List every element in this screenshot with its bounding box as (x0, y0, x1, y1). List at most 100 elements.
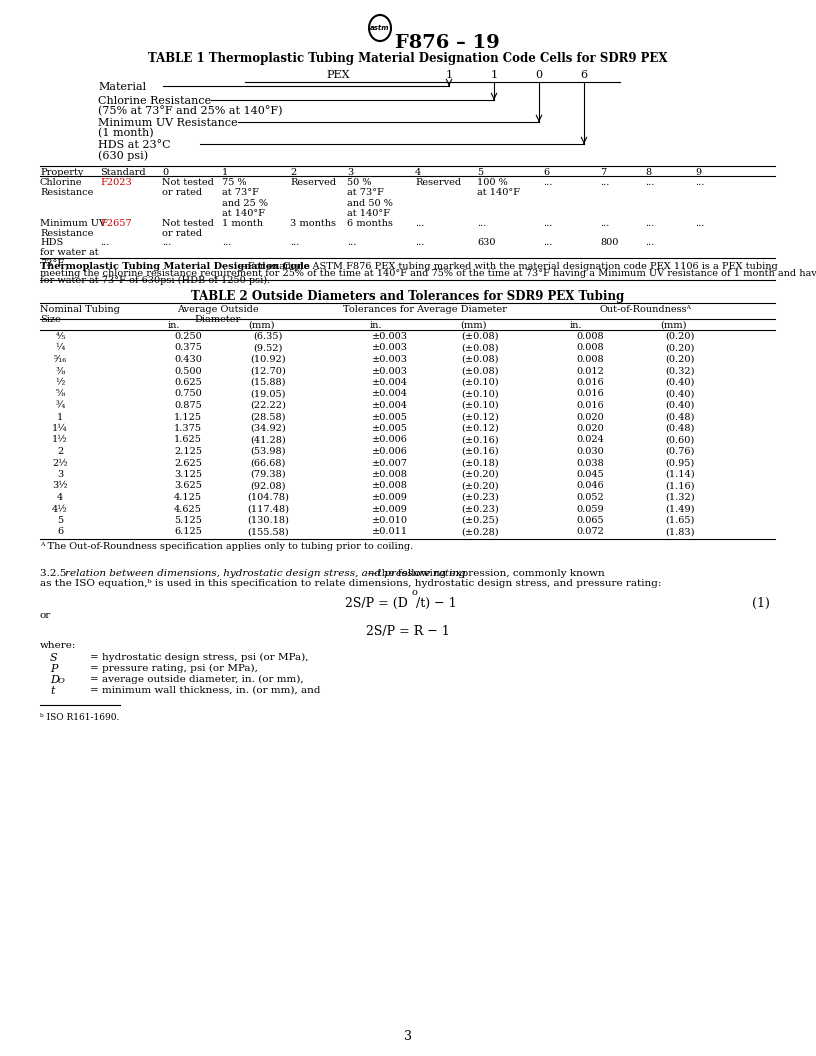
Text: 0.072: 0.072 (576, 528, 604, 536)
Text: 0.375: 0.375 (174, 343, 202, 353)
Text: (19.05): (19.05) (251, 390, 286, 398)
Text: 5: 5 (477, 168, 483, 177)
Text: 9: 9 (695, 168, 701, 177)
Text: 0.016: 0.016 (576, 390, 604, 398)
Text: (mm): (mm) (248, 321, 274, 329)
Text: as the ISO equation,ᵇ is used in this specification to relate dimensions, hydros: as the ISO equation,ᵇ is used in this sp… (40, 579, 662, 588)
Text: 1: 1 (490, 70, 498, 80)
Text: (1.16): (1.16) (665, 482, 694, 490)
Text: 1½: 1½ (52, 435, 68, 445)
Text: Minimum UV Resistance: Minimum UV Resistance (98, 118, 237, 128)
Text: (130.18): (130.18) (247, 516, 289, 525)
Text: (±0.20): (±0.20) (461, 470, 499, 479)
Text: relation between dimensions, hydrostatic design stress, and pressure rating: relation between dimensions, hydrostatic… (65, 569, 466, 578)
Text: 0: 0 (535, 70, 543, 80)
Text: 1: 1 (57, 413, 63, 421)
Text: (0.40): (0.40) (665, 378, 694, 386)
Text: (1.65): (1.65) (665, 516, 694, 525)
Text: 0.250: 0.250 (174, 332, 202, 341)
Text: 0.038: 0.038 (576, 458, 604, 468)
Text: (9.52): (9.52) (253, 343, 282, 353)
Text: ±0.004: ±0.004 (372, 390, 408, 398)
Text: 3 months: 3 months (290, 219, 336, 228)
Text: 2½: 2½ (52, 458, 68, 468)
Text: 3.2.5: 3.2.5 (40, 569, 73, 578)
Text: 3.125: 3.125 (174, 470, 202, 479)
Text: ...: ... (415, 238, 424, 247)
Text: Property: Property (40, 168, 83, 177)
Text: 6: 6 (57, 528, 63, 536)
Text: 0.052: 0.052 (576, 493, 604, 502)
Text: (12.70): (12.70) (251, 366, 286, 376)
Text: ±0.004: ±0.004 (372, 401, 408, 410)
Text: ...: ... (600, 178, 610, 187)
Text: 0.008: 0.008 (576, 343, 604, 353)
Text: 7: 7 (600, 168, 606, 177)
Text: (±0.23): (±0.23) (461, 505, 499, 513)
Text: = average outside diameter, in. (or mm),: = average outside diameter, in. (or mm), (90, 675, 304, 684)
Text: (±0.16): (±0.16) (461, 435, 499, 445)
Text: (±0.10): (±0.10) (461, 378, 499, 386)
Text: o: o (411, 588, 417, 597)
Text: F876 – 19: F876 – 19 (395, 34, 499, 52)
Text: (±0.25): (±0.25) (461, 516, 499, 525)
Text: = pressure rating, psi (or MPa),: = pressure rating, psi (or MPa), (90, 664, 258, 673)
Text: 4.625: 4.625 (174, 505, 202, 513)
Text: 4: 4 (57, 493, 63, 502)
Text: ...: ... (347, 238, 357, 247)
Text: Thermoplastic Tubing Material Designation Code: Thermoplastic Tubing Material Designatio… (40, 262, 310, 271)
Text: ...: ... (695, 219, 704, 228)
Text: (1.83): (1.83) (665, 528, 694, 536)
Text: (±0.12): (±0.12) (461, 413, 499, 421)
Text: (0.48): (0.48) (665, 425, 694, 433)
Text: 4.125: 4.125 (174, 493, 202, 502)
Text: 0.625: 0.625 (174, 378, 202, 386)
Text: (0.32): (0.32) (665, 366, 694, 376)
Text: = minimum wall thickness, in. (or mm), and: = minimum wall thickness, in. (or mm), a… (90, 686, 321, 695)
Text: (1.32): (1.32) (665, 493, 694, 502)
Text: for water at 73°F of 630psi (HDB of 1250 psi).: for water at 73°F of 630psi (HDB of 1250… (40, 276, 270, 285)
Text: 0.008: 0.008 (576, 355, 604, 364)
Text: (0.40): (0.40) (665, 390, 694, 398)
Text: (155.58): (155.58) (247, 528, 289, 536)
Text: ⅝: ⅝ (55, 390, 64, 398)
Text: ...: ... (477, 219, 486, 228)
Text: Chlorine
Resistance: Chlorine Resistance (40, 178, 93, 197)
Text: 0.008: 0.008 (576, 332, 604, 341)
Text: (0.76): (0.76) (665, 447, 694, 456)
Text: (28.58): (28.58) (251, 413, 286, 421)
Text: P: P (50, 664, 57, 674)
Text: Tolerances for Average Diameter: Tolerances for Average Diameter (343, 305, 507, 314)
Text: 0.750: 0.750 (174, 390, 202, 398)
Text: (79.38): (79.38) (251, 470, 286, 479)
Text: (±0.08): (±0.08) (461, 366, 499, 376)
Text: 1.375: 1.375 (174, 425, 202, 433)
Text: 0.012: 0.012 (576, 366, 604, 376)
Text: O: O (58, 677, 65, 685)
Text: ±0.008: ±0.008 (372, 470, 408, 479)
Text: ±0.011: ±0.011 (372, 528, 408, 536)
Text: 0.065: 0.065 (576, 516, 604, 525)
Text: Minimum UV
Resistance: Minimum UV Resistance (40, 219, 106, 239)
Text: in.: in. (570, 321, 583, 329)
Text: ½: ½ (55, 378, 64, 386)
Text: —the following expression, commonly known: —the following expression, commonly know… (367, 569, 605, 578)
Text: Nominal Tubing
Size: Nominal Tubing Size (40, 305, 120, 324)
Text: ⅜: ⅜ (55, 366, 64, 376)
Text: (±0.08): (±0.08) (461, 343, 499, 353)
Text: 0.024: 0.024 (576, 435, 604, 445)
Text: ±0.009: ±0.009 (372, 493, 408, 502)
Text: ¾: ¾ (55, 401, 64, 410)
Text: 100 %
at 140°F: 100 % at 140°F (477, 178, 520, 197)
Text: 0.059: 0.059 (576, 505, 604, 513)
Text: ±0.005: ±0.005 (372, 425, 408, 433)
Text: in.: in. (370, 321, 383, 329)
Text: 3: 3 (57, 470, 63, 479)
Text: ...: ... (415, 219, 424, 228)
Text: TABLE 1 Thermoplastic Tubing Material Designation Code Cells for SDR9 PEX: TABLE 1 Thermoplastic Tubing Material De… (149, 52, 667, 65)
Text: ...: ... (290, 238, 299, 247)
Text: ...: ... (100, 238, 109, 247)
Text: 0.045: 0.045 (576, 470, 604, 479)
Text: t: t (50, 686, 55, 696)
Text: 0.016: 0.016 (576, 401, 604, 410)
